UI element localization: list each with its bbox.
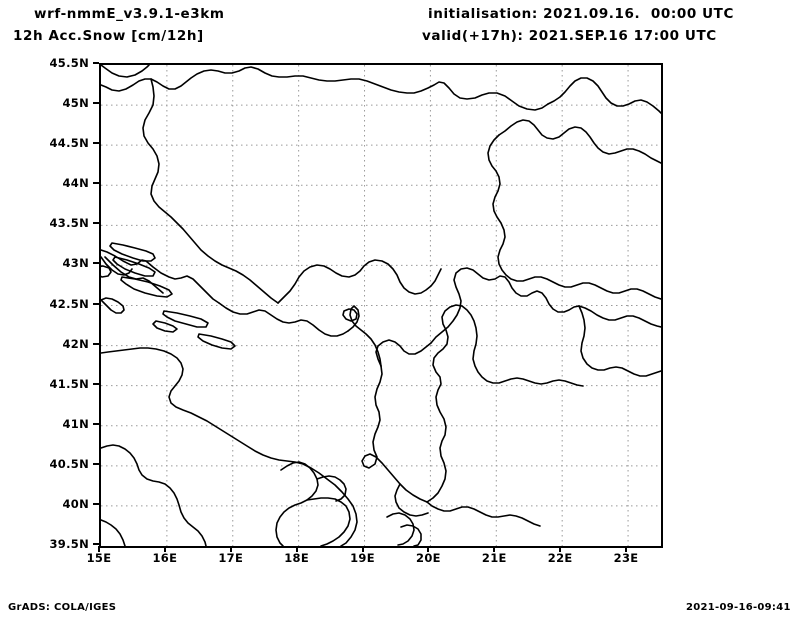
field-name-label: 12h Acc.Snow [cm/12h] [13, 28, 204, 44]
map-gridlines [101, 65, 661, 546]
x-axis-tick-mark [361, 546, 364, 552]
chart-header: wrf-nmmE_v3.9.1-e3km 12h Acc.Snow [cm/12… [0, 0, 800, 56]
y-axis-tick-mark [93, 422, 99, 425]
y-axis-tick-label: 44N [62, 176, 89, 191]
y-axis-tick-label: 43.5N [49, 216, 89, 231]
y-axis-tick-mark [93, 382, 99, 385]
y-axis-tick-mark [93, 543, 99, 545]
x-axis-tick-label: 20E [416, 551, 441, 565]
y-axis-tick-mark [93, 262, 99, 265]
x-axis-tick-label: 23E [613, 551, 639, 565]
x-axis-tick-label: 15E [86, 551, 112, 565]
x-axis-tick-label: 18E [284, 551, 310, 565]
x-axis-tick-mark [295, 546, 298, 552]
x-axis-tick-mark [163, 546, 166, 552]
y-axis-tick-label: 39.5N [49, 537, 89, 551]
y-axis-tick-mark [93, 342, 99, 345]
x-axis-tick-mark [559, 546, 562, 552]
x-axis-tick-mark [427, 546, 430, 552]
x-axis-tick-label: 21E [481, 551, 507, 565]
y-axis-tick-label: 40N [62, 496, 89, 511]
y-axis-tick-label: 44.5N [49, 136, 89, 151]
x-axis-tick-label: 19E [350, 551, 375, 565]
x-axis-tick-label: 22E [547, 551, 573, 565]
y-axis-tick-mark [93, 62, 99, 64]
initialisation-time-label: initialisation: 2021.09.16. 00:00 UTC [428, 6, 735, 22]
y-axis-tick-label: 40.5N [49, 456, 89, 471]
y-axis-tick-label: 45.5N [49, 56, 89, 70]
map-coastlines-and-borders [101, 65, 661, 546]
x-axis-tick-label: 17E [218, 551, 244, 565]
x-axis-tick-label: 16E [152, 551, 178, 565]
x-axis-tick-mark [98, 546, 100, 552]
map-vector-graphic [101, 65, 661, 546]
x-axis-tick-mark [493, 546, 496, 552]
y-axis-tick-label: 42.5N [49, 296, 89, 311]
y-axis-tick-label: 42N [62, 336, 89, 351]
y-axis-tick-label: 43N [62, 256, 89, 271]
y-axis-tick-label: 41N [62, 416, 89, 431]
grads-credit-label: GrADS: COLA/IGES [8, 602, 117, 613]
y-axis-tick-mark [93, 102, 99, 105]
y-axis-tick-mark [93, 462, 99, 465]
generated-timestamp-label: 2021-09-16-09:41 [686, 602, 791, 613]
x-axis-tick-mark [229, 546, 232, 552]
map-canvas [101, 65, 661, 546]
y-axis-tick-mark [93, 502, 99, 505]
y-axis-tick-label: 45N [62, 96, 89, 111]
y-axis-tick-mark [93, 142, 99, 145]
y-axis-tick-label: 41.5N [49, 376, 89, 391]
y-axis-tick-mark [93, 302, 99, 305]
model-name-label: wrf-nmmE_v3.9.1-e3km [34, 6, 225, 22]
valid-time-label: valid(+17h): 2021.SEP.16 17:00 UTC [422, 28, 717, 44]
map-plot-area [99, 63, 663, 548]
y-axis-tick-mark [93, 222, 99, 225]
x-axis-tick-mark [625, 546, 628, 552]
y-axis-tick-mark [93, 182, 99, 185]
